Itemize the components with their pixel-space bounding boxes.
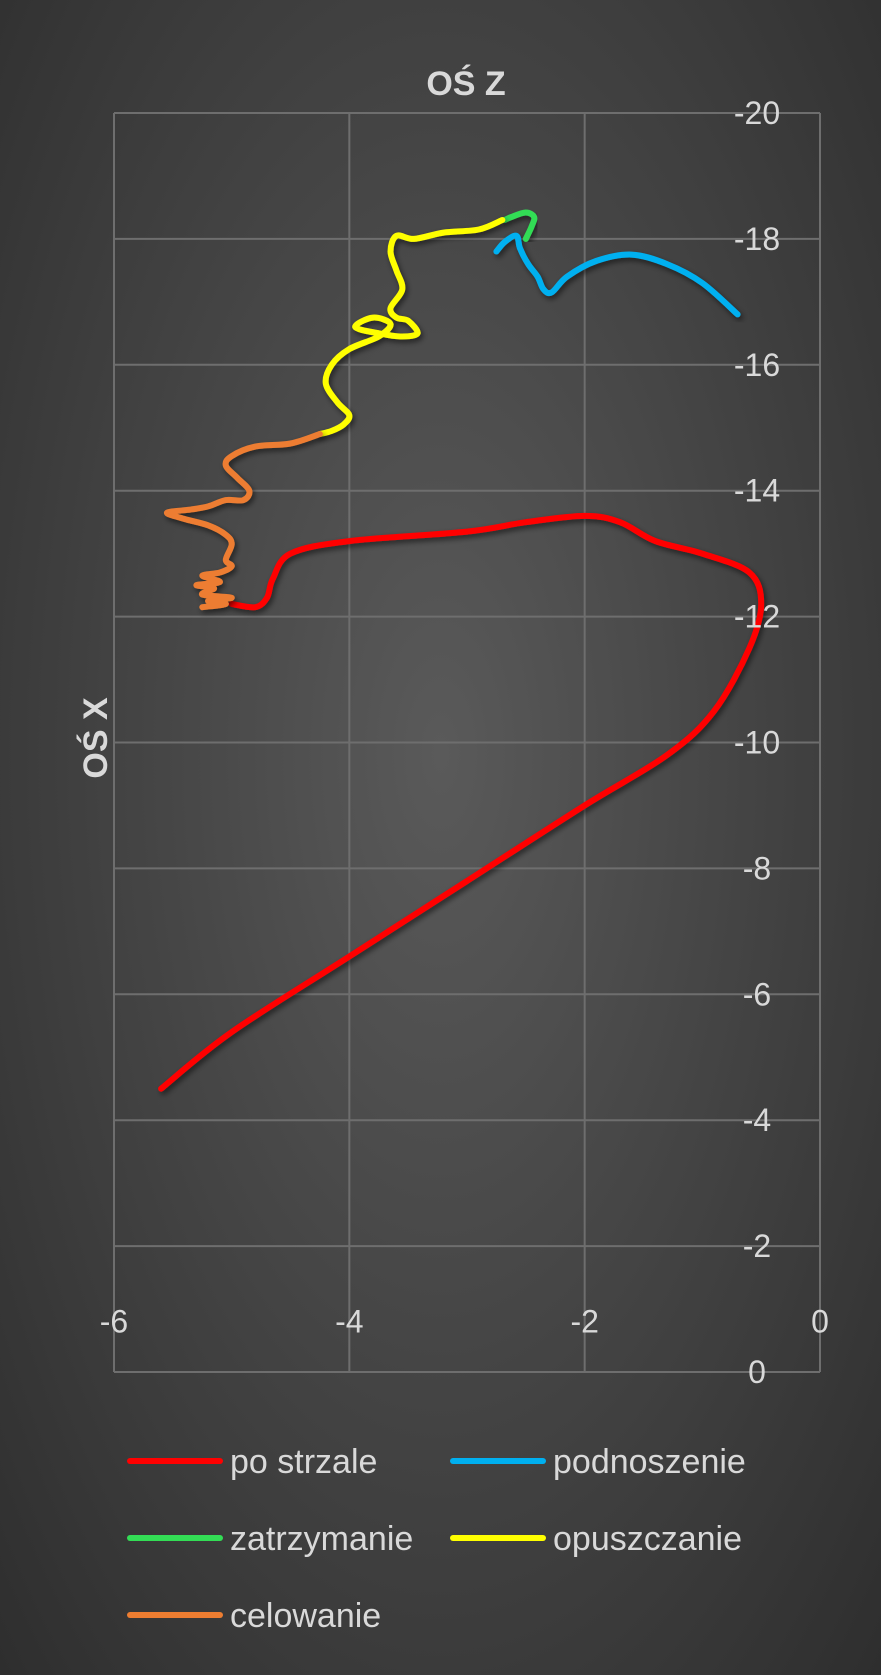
x-tick-label: 0 [811, 1304, 829, 1340]
y-tick-label: -12 [734, 599, 780, 635]
y-axis-title: OŚ X [77, 697, 115, 779]
legend-label-celowanie: celowanie [230, 1597, 381, 1635]
y-tick-label: -4 [743, 1102, 771, 1138]
series-line-celowanie [163, 431, 323, 611]
legend-label-opuszczanie: opuszczanie [553, 1520, 742, 1558]
legend-label-po-strzale: po strzale [230, 1443, 377, 1481]
tick-labels: -20-18-16-14-12-10-8-6-4-20-6 -4 -2 0 [100, 95, 829, 1390]
x-tick-label: -2 [570, 1304, 598, 1340]
series-line-podnoszenie [493, 232, 741, 318]
y-tick-label: -2 [743, 1228, 771, 1264]
x-tick-label: -6 [100, 1304, 128, 1340]
x-axis-title: OŚ Z [426, 65, 505, 103]
y-tick-label: -20 [734, 95, 780, 131]
series-line-opuszczanie [316, 217, 506, 437]
y-tick-label: 0 [748, 1354, 766, 1390]
y-tick-label: -16 [734, 347, 780, 383]
y-tick-label: -18 [734, 221, 780, 257]
series-line-zatrzymanie [501, 209, 538, 242]
legend-label-zatrzymanie: zatrzymanie [230, 1520, 413, 1558]
legend-label-podnoszenie: podnoszenie [553, 1443, 746, 1481]
x-tick-label: -4 [335, 1304, 363, 1340]
legend: po strzale podnoszenie zatrzymanie opuszcza… [127, 1443, 746, 1635]
y-tick-label: -10 [734, 725, 780, 761]
y-tick-label: -14 [734, 473, 780, 509]
series-line-po-strzale [158, 512, 765, 1092]
y-tick-label: -6 [743, 976, 771, 1012]
series-group [158, 209, 765, 1092]
y-tick-label: -8 [743, 850, 771, 886]
gridlines [113, 112, 821, 1373]
